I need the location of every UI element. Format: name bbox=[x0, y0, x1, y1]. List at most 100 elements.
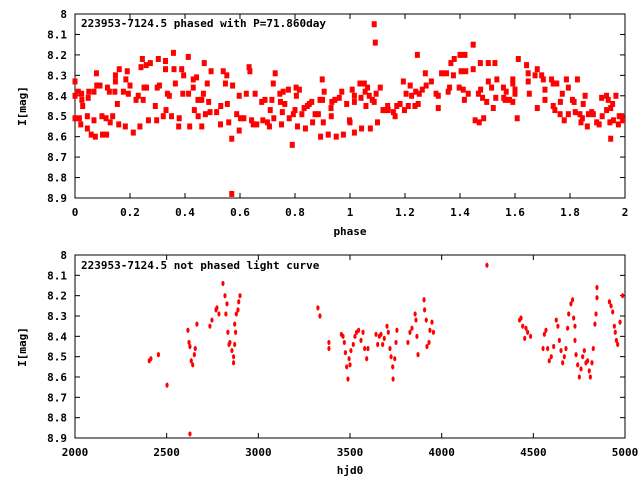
unphased-x-axis-label: hjd0 bbox=[337, 464, 364, 477]
data-point bbox=[534, 105, 540, 112]
data-point bbox=[185, 53, 191, 60]
data-point bbox=[103, 115, 109, 122]
data-point bbox=[234, 111, 240, 118]
data-point bbox=[614, 337, 618, 343]
data-point bbox=[388, 345, 392, 352]
data-point bbox=[422, 70, 428, 77]
data-point bbox=[595, 284, 599, 291]
data-point bbox=[327, 339, 331, 346]
data-point bbox=[435, 105, 441, 112]
data-point bbox=[312, 111, 318, 118]
data-point bbox=[613, 329, 617, 335]
data-point bbox=[610, 117, 616, 124]
data-point bbox=[391, 364, 395, 370]
data-point bbox=[92, 133, 98, 140]
data-point bbox=[97, 82, 103, 89]
data-point bbox=[566, 325, 570, 331]
data-point bbox=[461, 96, 467, 103]
data-point bbox=[259, 98, 265, 105]
phased-x-tick-label: 2 bbox=[622, 206, 629, 219]
data-point bbox=[347, 119, 353, 126]
data-point bbox=[423, 307, 427, 313]
data-point bbox=[348, 362, 352, 368]
data-point bbox=[480, 94, 486, 101]
data-point bbox=[413, 311, 417, 317]
data-point bbox=[546, 345, 550, 352]
data-point bbox=[608, 135, 614, 142]
data-point bbox=[361, 329, 365, 335]
data-point bbox=[357, 327, 361, 333]
data-point bbox=[120, 88, 126, 95]
data-point bbox=[188, 343, 192, 350]
data-point bbox=[365, 84, 371, 91]
data-point bbox=[458, 68, 464, 75]
data-point bbox=[353, 333, 357, 339]
data-point bbox=[279, 109, 285, 116]
data-point bbox=[123, 76, 129, 83]
data-point bbox=[226, 329, 230, 335]
data-point bbox=[208, 68, 214, 75]
unphased-x-tick-label: 2500 bbox=[153, 446, 180, 459]
data-point bbox=[416, 352, 420, 358]
data-point bbox=[301, 105, 307, 112]
data-point bbox=[379, 331, 383, 337]
data-point bbox=[526, 90, 532, 97]
data-point bbox=[502, 96, 508, 103]
data-point bbox=[542, 331, 546, 337]
data-point bbox=[448, 60, 454, 67]
data-point bbox=[590, 360, 594, 366]
data-point bbox=[596, 121, 602, 128]
data-point bbox=[405, 103, 411, 109]
data-point bbox=[371, 21, 377, 28]
data-point bbox=[336, 94, 342, 101]
data-point bbox=[344, 100, 350, 107]
data-point bbox=[557, 337, 561, 343]
data-point bbox=[410, 325, 414, 331]
data-point bbox=[503, 88, 509, 95]
data-point bbox=[547, 358, 551, 364]
data-point bbox=[220, 68, 226, 75]
data-point bbox=[349, 347, 353, 354]
data-point bbox=[116, 121, 122, 128]
data-point bbox=[342, 339, 346, 346]
data-point bbox=[188, 431, 192, 437]
data-point bbox=[414, 51, 420, 58]
data-point bbox=[299, 111, 305, 118]
data-point bbox=[470, 41, 476, 48]
data-point bbox=[539, 72, 545, 79]
data-point bbox=[494, 76, 500, 83]
data-point bbox=[162, 66, 168, 73]
data-point bbox=[84, 113, 90, 120]
data-point bbox=[133, 96, 139, 103]
unphased-x-tick-label: 5000 bbox=[612, 446, 639, 459]
data-point bbox=[481, 115, 487, 122]
data-point bbox=[320, 119, 326, 126]
data-point bbox=[238, 115, 244, 122]
data-point bbox=[266, 123, 272, 130]
data-point bbox=[346, 376, 350, 382]
data-point bbox=[149, 356, 153, 362]
data-point bbox=[386, 329, 390, 335]
data-point bbox=[236, 92, 242, 99]
data-point bbox=[79, 90, 85, 97]
data-point bbox=[206, 98, 212, 105]
unphased-y-axis-label: I[mag] bbox=[16, 327, 29, 367]
data-point bbox=[327, 345, 331, 352]
data-point bbox=[415, 100, 421, 107]
data-point bbox=[363, 345, 367, 352]
data-point bbox=[393, 356, 397, 362]
data-point bbox=[234, 311, 238, 317]
unphased-y-tick-label: 8 bbox=[60, 249, 67, 262]
data-point bbox=[294, 123, 300, 130]
data-point bbox=[489, 84, 495, 91]
data-point bbox=[293, 84, 299, 91]
data-point bbox=[561, 117, 567, 124]
data-point bbox=[576, 362, 580, 368]
data-point bbox=[541, 345, 545, 352]
data-point bbox=[445, 88, 451, 95]
data-point bbox=[588, 374, 592, 380]
data-point bbox=[381, 341, 385, 348]
data-point bbox=[321, 88, 327, 95]
data-point bbox=[413, 88, 419, 95]
